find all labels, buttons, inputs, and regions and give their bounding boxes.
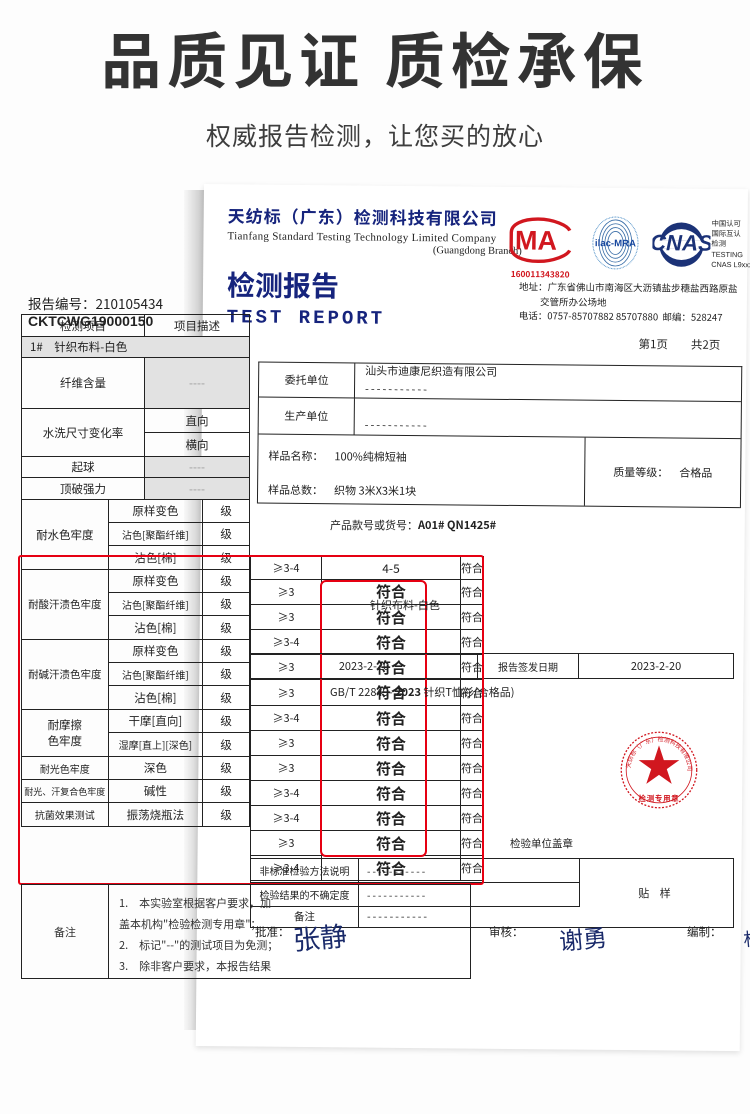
svg-text:谢勇: 谢勇 [558, 925, 608, 956]
svg-text:杜珠荚: 杜珠荚 [743, 925, 750, 950]
